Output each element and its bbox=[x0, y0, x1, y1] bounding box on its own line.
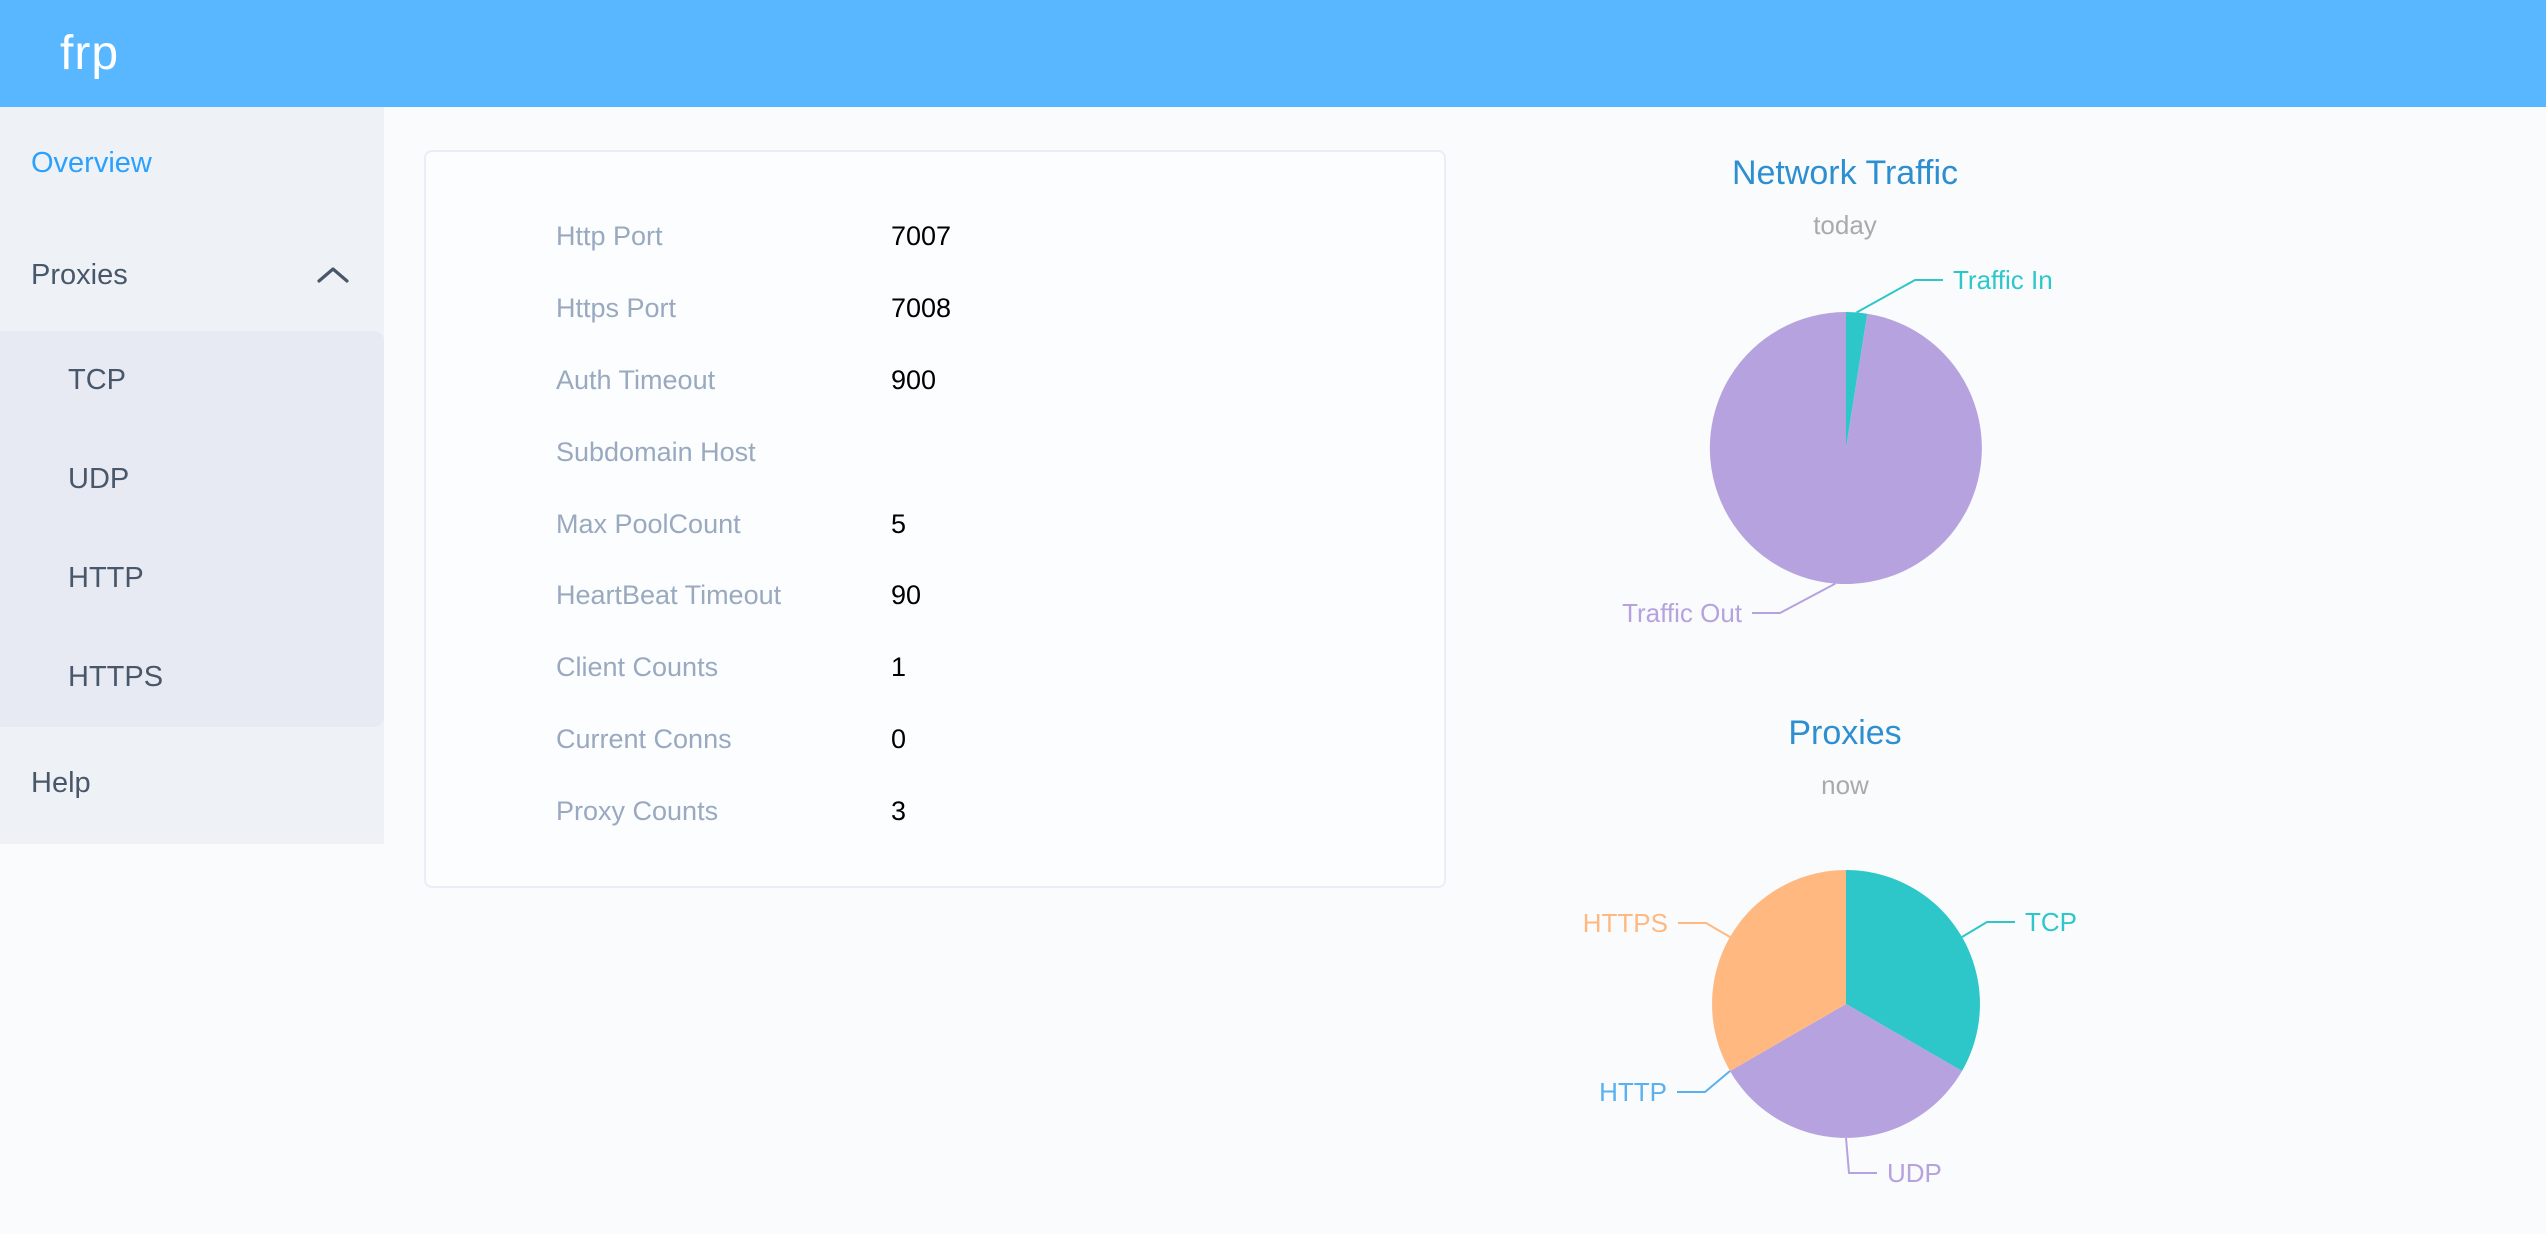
network-traffic-pie: Traffic In Traffic Out bbox=[1622, 265, 2053, 628]
sidebar-item-label: HTTPS bbox=[68, 661, 164, 693]
pie-label-line-http bbox=[1677, 1070, 1731, 1093]
sidebar-item-overview[interactable]: Overview bbox=[0, 107, 384, 219]
pie-label-http: HTTP bbox=[1599, 1077, 1667, 1107]
pie-slice-udp bbox=[1730, 1004, 1962, 1138]
info-row-subdomain-host: Subdomain Host bbox=[426, 416, 1444, 488]
app-logo: frp bbox=[60, 27, 120, 80]
sidebar-item-label: Proxies bbox=[31, 259, 128, 291]
network-traffic-chart: Network Traffic today Traffic In Traffic … bbox=[1490, 130, 2210, 670]
sidebar-item-label: TCP bbox=[68, 364, 126, 396]
chart-subtitle: today bbox=[1813, 210, 1877, 240]
sidebar-item-help[interactable]: Help bbox=[0, 727, 384, 839]
info-value: 3 bbox=[891, 795, 907, 826]
pie-label-udp: UDP bbox=[1887, 1158, 1942, 1188]
pie-label-tcp: TCP bbox=[2025, 907, 2077, 937]
pie-label-line-udp bbox=[1845, 1137, 1877, 1174]
info-row-client-counts: Client Counts 1 bbox=[426, 632, 1444, 704]
pie-slice-traffic-out bbox=[1709, 311, 1982, 584]
chevron-up-icon bbox=[317, 267, 349, 283]
info-label: Http Port bbox=[556, 221, 663, 252]
proxies-pie: TCP UDP HTTP HTTPS bbox=[1583, 870, 2077, 1188]
pie-label-traffic-out: Traffic Out bbox=[1622, 598, 1743, 628]
info-row-auth-timeout: Auth Timeout 900 bbox=[426, 345, 1444, 417]
info-label: Proxy Counts bbox=[556, 795, 719, 826]
info-row-http-port: Http Port 7007 bbox=[426, 201, 1444, 273]
chart-subtitle: now bbox=[1821, 770, 1869, 800]
sidebar: Overview Proxies TCP UDP HTTP HTTPS Help bbox=[0, 107, 384, 844]
info-label: Current Conns bbox=[556, 723, 732, 754]
info-row-max-poolcount: Max PoolCount 5 bbox=[426, 488, 1444, 560]
info-row-https-port: Https Port 7008 bbox=[426, 273, 1444, 345]
info-value: 7008 bbox=[891, 293, 952, 324]
sidebar-item-label: Overview bbox=[31, 147, 152, 179]
info-value: 1 bbox=[891, 652, 907, 683]
info-value: 5 bbox=[891, 508, 907, 539]
chart-title: Network Traffic bbox=[1731, 154, 1959, 192]
pie-label-line-traffic-out bbox=[1752, 582, 1836, 614]
pie-label-line-https bbox=[1678, 922, 1731, 938]
sidebar-item-label: UDP bbox=[68, 463, 130, 495]
pie-slice-https bbox=[1712, 870, 1846, 1071]
sidebar-item-label: Help bbox=[31, 767, 91, 799]
pie-label-https: HTTPS bbox=[1583, 908, 1668, 938]
info-value: 900 bbox=[891, 364, 937, 395]
info-row-proxy-counts: Proxy Counts 3 bbox=[426, 775, 1444, 847]
info-value: 7007 bbox=[891, 221, 952, 252]
info-value: 90 bbox=[891, 580, 922, 611]
info-label: Auth Timeout bbox=[556, 364, 716, 395]
pie-slice-tcp bbox=[1846, 870, 1980, 1071]
sidebar-item-proxies[interactable]: Proxies bbox=[0, 219, 384, 331]
pie-label-traffic-in: Traffic In bbox=[1953, 265, 2053, 295]
info-label: Client Counts bbox=[556, 652, 719, 683]
pie-label-line-tcp bbox=[1961, 921, 2015, 938]
info-row-current-conns: Current Conns 0 bbox=[426, 704, 1444, 776]
chart-title: Proxies bbox=[1788, 714, 1902, 752]
pie-label-line-traffic-in bbox=[1856, 279, 1943, 314]
info-label: HeartBeat Timeout bbox=[556, 580, 782, 611]
sidebar-item-label: HTTP bbox=[68, 562, 144, 594]
proxies-submenu: TCP UDP HTTP HTTPS bbox=[0, 331, 384, 727]
info-label: Max PoolCount bbox=[556, 508, 741, 539]
app-header: frp bbox=[0, 0, 2546, 107]
info-label: Https Port bbox=[556, 293, 677, 324]
info-value: 0 bbox=[891, 723, 907, 754]
sidebar-item-https[interactable]: HTTPS bbox=[0, 628, 384, 727]
info-label: Subdomain Host bbox=[556, 436, 756, 467]
server-info-card: Http Port 7007 Https Port 7008 Auth Time… bbox=[424, 150, 1446, 888]
sidebar-item-tcp[interactable]: TCP bbox=[0, 331, 384, 430]
sidebar-item-http[interactable]: HTTP bbox=[0, 529, 384, 628]
proxies-chart: Proxies now TCP UDP HTTP HTTPS bbox=[1490, 690, 2210, 1234]
pie-slice-traffic-in bbox=[1846, 312, 1868, 448]
info-row-heartbeat-timeout: HeartBeat Timeout 90 bbox=[426, 560, 1444, 632]
sidebar-item-udp[interactable]: UDP bbox=[0, 430, 384, 529]
